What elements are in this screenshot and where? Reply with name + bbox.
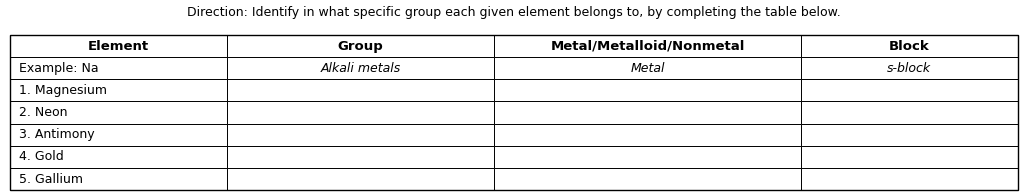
Bar: [227, 79, 493, 101]
Text: Block: Block: [889, 40, 929, 53]
Bar: [10, 168, 227, 190]
Bar: [801, 168, 1018, 190]
Bar: [10, 35, 227, 57]
Bar: [227, 101, 493, 124]
Bar: [227, 35, 493, 57]
Bar: [493, 57, 801, 79]
Bar: [801, 124, 1018, 146]
Text: Direction: Identify in what specific group each given element belongs to, by com: Direction: Identify in what specific gro…: [187, 6, 841, 19]
Bar: [801, 79, 1018, 101]
Bar: [10, 124, 227, 146]
Text: 2. Neon: 2. Neon: [19, 106, 67, 119]
Bar: [10, 101, 227, 124]
Text: 1. Magnesium: 1. Magnesium: [19, 84, 107, 97]
Text: 5. Gallium: 5. Gallium: [19, 172, 82, 185]
Text: Group: Group: [337, 40, 383, 53]
Bar: [801, 101, 1018, 124]
Bar: [493, 146, 801, 168]
Bar: [801, 35, 1018, 57]
Text: Metal: Metal: [630, 62, 665, 75]
Text: 4. Gold: 4. Gold: [19, 150, 64, 163]
Bar: [801, 146, 1018, 168]
Bar: [493, 79, 801, 101]
Text: Element: Element: [88, 40, 149, 53]
Bar: [227, 124, 493, 146]
Bar: [801, 57, 1018, 79]
Bar: [493, 124, 801, 146]
Bar: [493, 35, 801, 57]
Text: Alkali metals: Alkali metals: [321, 62, 401, 75]
Text: Metal/Metalloid/Nonmetal: Metal/Metalloid/Nonmetal: [550, 40, 744, 53]
Bar: [10, 146, 227, 168]
Text: Example: Na: Example: Na: [19, 62, 98, 75]
Bar: [493, 168, 801, 190]
Bar: [10, 57, 227, 79]
Text: s-block: s-block: [887, 62, 931, 75]
Bar: [493, 101, 801, 124]
Text: 3. Antimony: 3. Antimony: [19, 128, 95, 141]
Bar: [227, 146, 493, 168]
Bar: [10, 79, 227, 101]
Bar: [227, 168, 493, 190]
Bar: [227, 57, 493, 79]
Bar: [10, 35, 1018, 190]
